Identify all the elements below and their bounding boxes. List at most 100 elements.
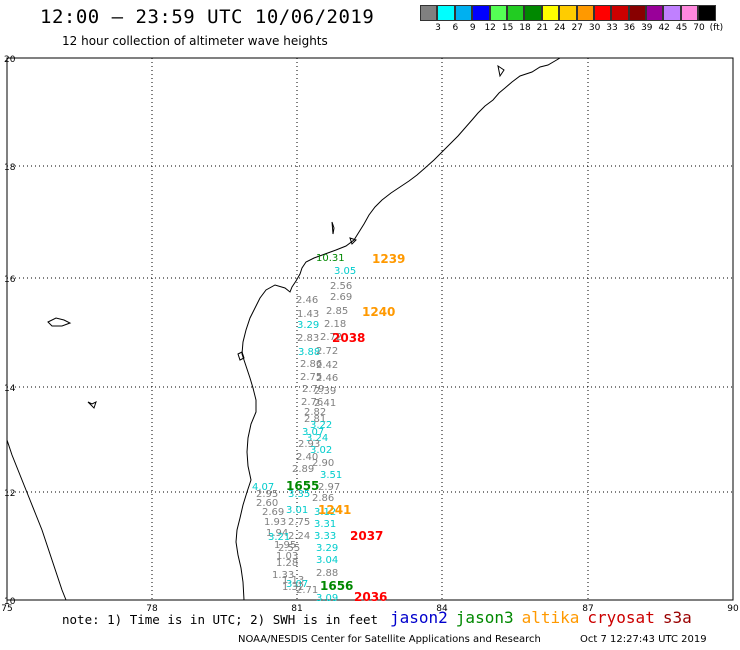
color-swatch — [420, 5, 438, 21]
wave-height-label: 1.32 — [282, 582, 304, 593]
longitude-labels: 75 78 81 84 87 90 — [1, 604, 739, 614]
wave-height-label: 10.31 — [316, 253, 345, 264]
wave-height-label: 3.22 — [310, 420, 332, 431]
wave-height-label: 3.05 — [334, 266, 356, 277]
color-swatch — [698, 5, 716, 21]
wave-height-label: 3.07 — [286, 579, 308, 590]
color-swatch — [611, 5, 629, 21]
color-legend-tick: 39 — [641, 23, 653, 33]
wave-height-label: 3.35 — [288, 489, 310, 500]
color-swatch — [680, 5, 699, 21]
wave-height-label: 3.04 — [316, 555, 338, 566]
color-legend-tick: 9 — [469, 23, 476, 33]
satellite-legend-altika: altika — [521, 608, 580, 627]
color-legend-tick: 3 — [435, 23, 441, 33]
wave-height-label: 2.55 — [278, 543, 300, 554]
latitude-label: 18 — [4, 163, 16, 173]
color-legend-tick: 18 — [519, 23, 531, 33]
footer-note: note: 1) Time is in UTC; 2) SWH is in fe… — [62, 612, 379, 627]
wave-height-label: 1.93 — [264, 517, 286, 528]
wave-height-label: 2.69 — [330, 292, 352, 303]
color-legend-tick: 42 — [658, 23, 670, 33]
wave-height-label: 2.85 — [326, 306, 348, 317]
color-swatch — [524, 5, 542, 21]
color-legend-tick: 30 — [588, 23, 601, 33]
pass-time-label-2037: 2037 — [350, 529, 383, 543]
latitude-label: 14 — [4, 384, 16, 394]
color-swatch — [489, 5, 507, 21]
footer-run-time: Oct 7 12:27:43 UTC 2019 — [580, 634, 707, 645]
wave-height-label: 2.60 — [256, 498, 278, 509]
color-legend-tick: 70 — [693, 23, 705, 33]
latitude-labels: 20 18 16 14 12 10 — [4, 55, 16, 607]
wave-height-label: 2.72 — [316, 346, 338, 357]
pass-time-label-2038: 2038 — [332, 331, 365, 345]
wave-height-label: 2.46 — [316, 373, 338, 384]
color-legend-ticks: 3 6 9 12 15 18 21 24 27 30 33 36 39 42 45 70 (ft) — [420, 23, 740, 35]
color-legend-tick: 21 — [536, 23, 549, 33]
pass-time-label-1655: 1655 — [286, 479, 319, 493]
wave-height-label: 3.02 — [310, 445, 332, 456]
latitude-label: 16 — [4, 275, 16, 285]
pass-time-label-1239: 1239 — [372, 252, 405, 266]
color-legend — [420, 5, 716, 21]
wave-height-label: 2.88 — [316, 568, 338, 579]
wave-height-label: 2.89 — [292, 464, 314, 475]
map-title: 12:00 — 23:59 UTC 10/06/2019 — [40, 6, 375, 28]
satellite-legend-jason2: jason2 — [390, 608, 448, 627]
wave-height-label: 2.39 — [314, 386, 336, 397]
latitude-label: 10 — [4, 597, 16, 607]
wave-height-label: 2.93 — [298, 439, 320, 450]
coastline-india-east — [235, 57, 561, 601]
wave-height-label: 2.41 — [314, 398, 336, 409]
wave-height-label: 2.76 — [301, 397, 323, 408]
wave-height-label: 3.09 — [316, 593, 338, 604]
pass-time-label-1240: 1240 — [362, 305, 395, 319]
wave-height-label: 2.56 — [330, 281, 352, 292]
color-swatch — [593, 5, 612, 21]
color-swatch — [506, 5, 525, 21]
color-swatch — [541, 5, 560, 21]
coastline-india-west — [6, 439, 67, 601]
wave-height-label: 3.07 — [302, 427, 324, 438]
grid-lines — [7, 58, 733, 600]
color-swatch — [454, 5, 473, 21]
wave-height-label: 3.29 — [316, 543, 338, 554]
wave-height-label: 1.94 — [266, 528, 288, 539]
color-legend-tick: 24 — [554, 23, 566, 33]
wave-height-label: 2.40 — [296, 452, 318, 463]
island-small-2 — [87, 401, 97, 409]
color-legend-tick: 45 — [675, 23, 688, 33]
wave-height-label: 4.07 — [252, 482, 274, 493]
color-legend-tick: 12 — [484, 23, 496, 33]
wave-height-label: 3.24 — [306, 433, 328, 444]
wave-height-label: 2.81 — [304, 414, 326, 425]
wave-height-label: 3.51 — [320, 470, 342, 481]
wave-height-label: 2.71 — [296, 585, 318, 596]
color-legend-tick: 33 — [606, 23, 618, 33]
island-small-1 — [47, 317, 72, 327]
wave-height-label: 1.28 — [276, 558, 298, 569]
wave-height-label: 3.88 — [298, 347, 320, 358]
satellite-legend-cryosat: cryosat — [587, 608, 655, 627]
wave-height-label: 2.82 — [304, 407, 326, 418]
wave-height-label: 2.75 — [288, 517, 310, 528]
map-frame — [6, 57, 734, 601]
longitude-label: 90 — [727, 604, 739, 614]
latitude-label: 12 — [4, 489, 15, 499]
wave-height-label: 1.13 — [282, 575, 304, 586]
wave-height-label: 1.43 — [297, 309, 319, 320]
wave-height-label: 2.90 — [312, 458, 334, 469]
wave-height-label: 1.03 — [276, 551, 298, 562]
color-legend-tick: (ft) — [709, 23, 724, 33]
longitude-label: 87 — [582, 604, 593, 614]
wave-height-label: 2.95 — [256, 489, 278, 500]
color-swatch — [437, 5, 455, 21]
pass-time-label-2036: 2036 — [354, 590, 387, 604]
pass-time-label-1241: 1241 — [318, 503, 351, 517]
wave-height-label: 2.42 — [316, 360, 338, 371]
wave-height-label: 2.83 — [297, 333, 319, 344]
wave-height-label: 3.01 — [286, 505, 308, 516]
wave-height-label: 2.86 — [312, 493, 334, 504]
